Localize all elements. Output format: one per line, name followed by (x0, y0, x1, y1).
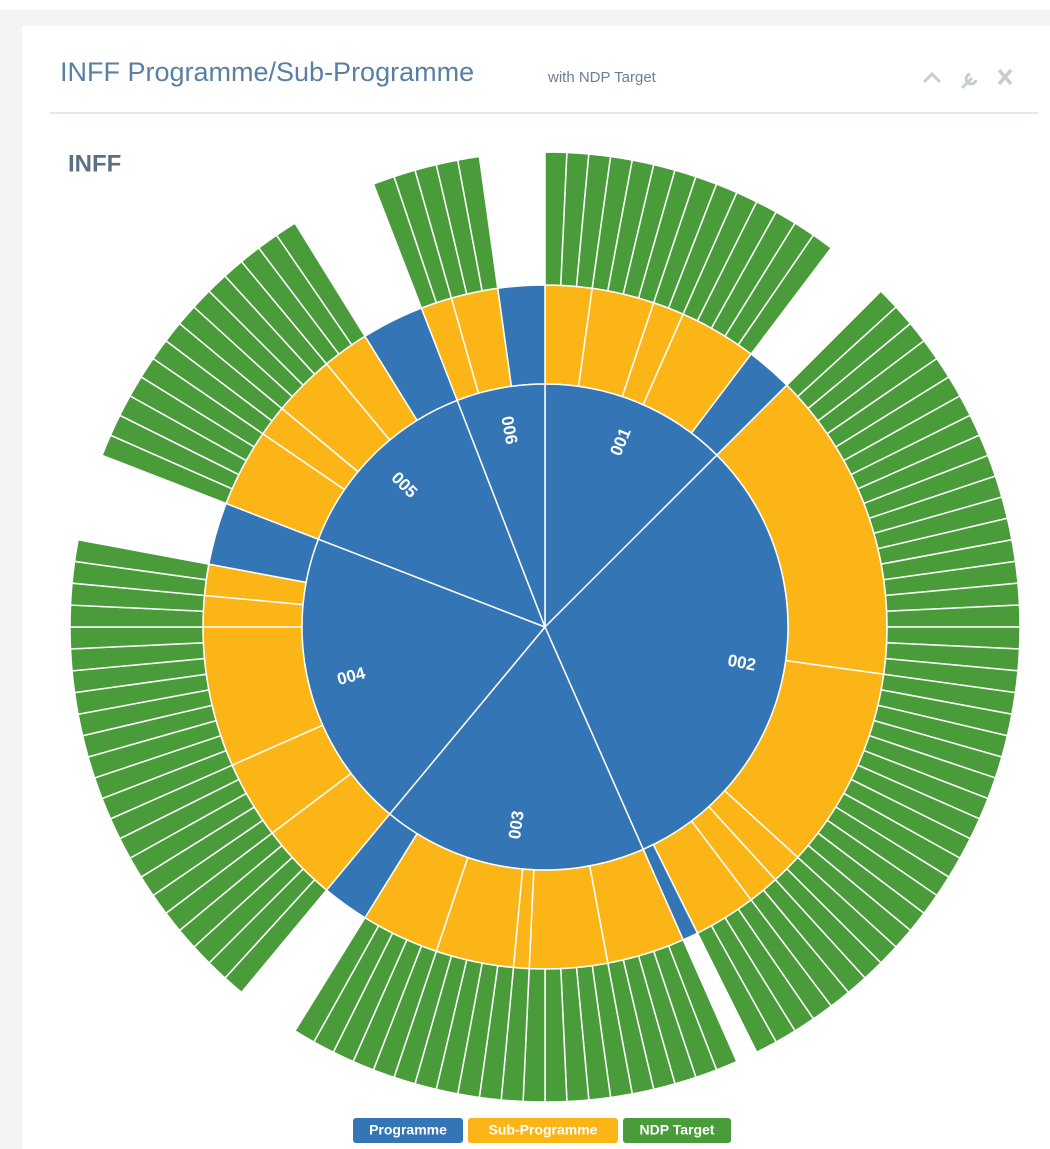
legend-badge (468, 1118, 618, 1143)
programme-segment (388, 625, 645, 871)
legend: Programme Sub-Programme NDP Target (353, 1118, 731, 1143)
programme-label: 003 (505, 810, 528, 841)
legend-badge (353, 1118, 463, 1143)
panel-title: INFF Programme/Sub-Programme (60, 57, 474, 87)
programme-segment (544, 383, 718, 629)
collapse-icon[interactable] (922, 71, 942, 84)
programme-label: 006 (497, 415, 521, 446)
close-icon[interactable] (997, 68, 1013, 86)
top-card (0, 0, 1050, 10)
legend-label: Sub-Programme (489, 1122, 598, 1138)
programme-segment (456, 383, 546, 628)
chart-title: INFF (68, 150, 121, 177)
programme-segment (544, 454, 789, 851)
settings-icon[interactable] (960, 72, 978, 90)
panel-subtitle: with NDP Target (547, 69, 657, 86)
programme-segment (317, 399, 547, 629)
programme-label: 002 (726, 651, 757, 675)
legend-label: NDP Target (640, 1122, 715, 1138)
programme-segment (301, 538, 547, 816)
legend-label: Programme (369, 1122, 447, 1138)
legend-badge (623, 1118, 731, 1143)
